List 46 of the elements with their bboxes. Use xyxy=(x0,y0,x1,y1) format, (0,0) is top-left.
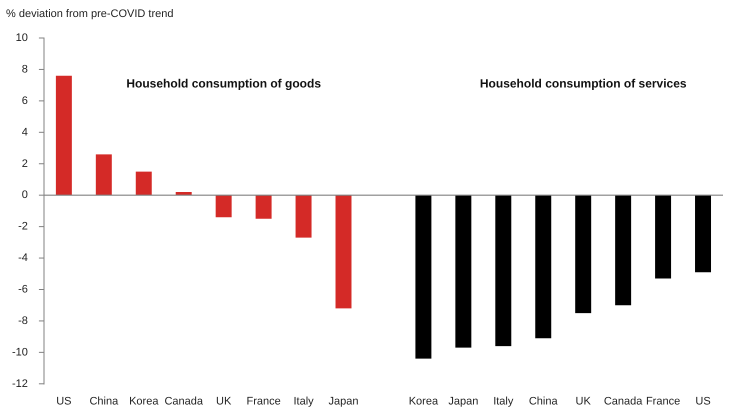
x-tick-label: France xyxy=(646,395,680,408)
y-tick-label: -12 xyxy=(12,378,28,390)
x-tick-label: China xyxy=(89,395,120,408)
x-tick-label: US xyxy=(56,395,72,408)
x-tick-label: Italy xyxy=(493,395,514,408)
x-tick-label: Korea xyxy=(408,395,439,408)
y-tick-label: -6 xyxy=(18,284,28,296)
bar xyxy=(216,195,232,218)
bar xyxy=(535,195,552,338)
x-tick-label: France xyxy=(246,395,281,408)
x-tick-label: Japan xyxy=(328,395,358,408)
bar xyxy=(415,195,432,359)
y-tick-label: 2 xyxy=(22,158,28,170)
bar xyxy=(56,76,72,196)
bar xyxy=(256,195,272,219)
bar xyxy=(136,172,152,196)
y-axis-title: % deviation from pre-COVID trend xyxy=(6,8,174,20)
y-tick-label: 0 xyxy=(22,189,28,202)
y-tick-label: -8 xyxy=(18,314,28,327)
y-tick-label: -4 xyxy=(18,252,28,264)
bar xyxy=(495,195,512,346)
bar xyxy=(96,154,112,196)
bar xyxy=(455,195,472,348)
x-tick-label: Italy xyxy=(293,395,314,408)
y-tick-label: -10 xyxy=(12,346,28,358)
bar xyxy=(695,195,712,272)
annotation: Household consumption of goods xyxy=(126,76,322,91)
bar xyxy=(575,195,592,314)
x-tick-label: Japan xyxy=(448,395,478,408)
y-tick-label: 6 xyxy=(22,94,28,107)
y-tick-label: 8 xyxy=(22,63,28,76)
x-tick-label: US xyxy=(695,395,711,408)
bar xyxy=(655,195,672,278)
x-tick-label: Canada xyxy=(604,395,644,408)
x-tick-label: UK xyxy=(216,395,232,408)
bar xyxy=(615,195,632,306)
bar xyxy=(336,195,352,308)
x-tick-label: Canada xyxy=(164,395,204,408)
x-tick-label: China xyxy=(528,395,558,408)
x-tick-label: Korea xyxy=(129,395,160,408)
x-tick-label: UK xyxy=(576,395,592,408)
annotation: Household consumption of services xyxy=(480,76,687,91)
y-tick-label: -2 xyxy=(18,220,28,233)
y-tick-label: 4 xyxy=(22,126,28,138)
y-tick-label: 10 xyxy=(16,32,28,44)
bar xyxy=(296,195,312,238)
